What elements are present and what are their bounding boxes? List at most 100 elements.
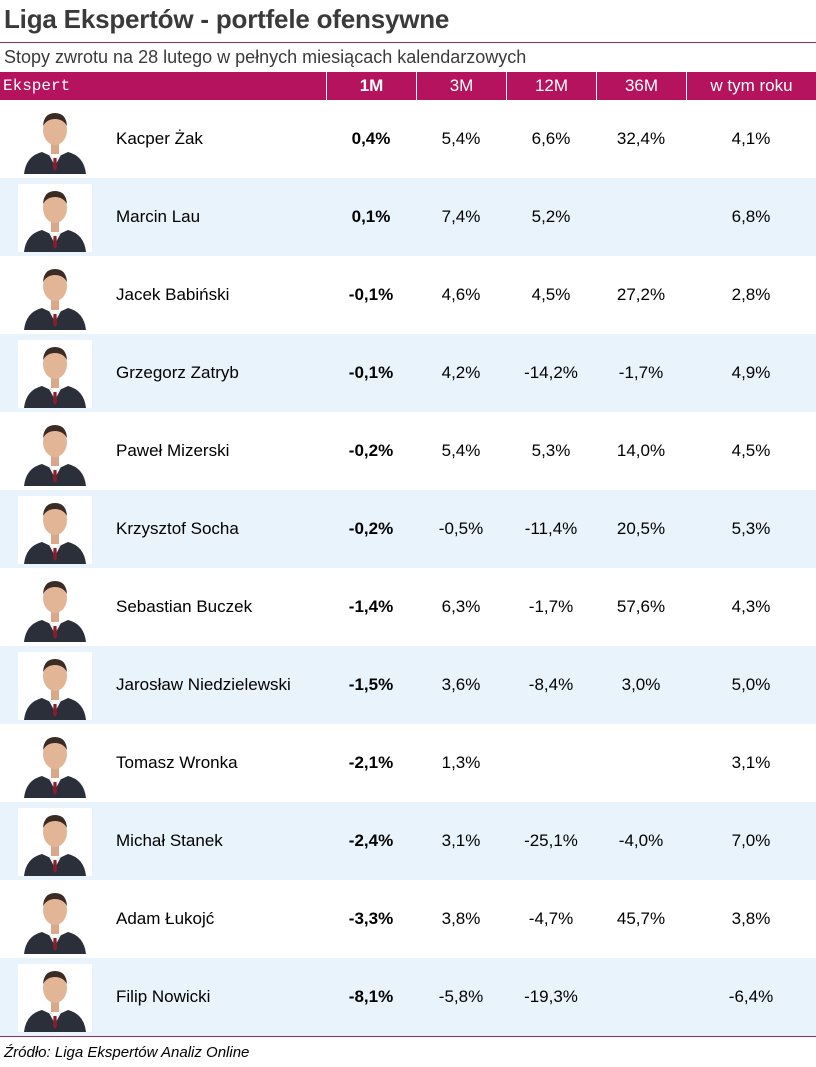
value-ytd: 4,5% (731, 441, 771, 460)
value-ytd: 3,8% (731, 909, 771, 928)
value-1m: -8,1% (348, 987, 394, 1006)
expert-name: Krzysztof Socha (116, 519, 239, 538)
value-ytd: 4,3% (731, 597, 771, 616)
value-36m: 45,7% (616, 909, 666, 928)
value-3m: 6,3% (441, 597, 481, 616)
value-1m: -0,1% (348, 285, 394, 304)
value-ytd: 5,0% (731, 675, 771, 694)
value-1m: -2,1% (348, 753, 394, 772)
portrait-icon (18, 808, 92, 876)
value-1m: 0,4% (351, 129, 391, 148)
expert-name: Tomasz Wronka (116, 753, 238, 772)
table-body: Kacper Żak 0,4% 5,4% 6,6% 32,4% 4,1% Mar… (0, 100, 816, 1036)
title-divider (0, 42, 816, 43)
table-row: Krzysztof Socha -0,2% -0,5% -11,4% 20,5%… (0, 490, 816, 568)
value-12m: -25,1% (524, 831, 578, 850)
value-3m: 5,4% (441, 129, 481, 148)
expert-name: Jarosław Niedzielewski (116, 675, 291, 694)
table-row: Jarosław Niedzielewski -1,5% 3,6% -8,4% … (0, 646, 816, 724)
portrait-icon (18, 340, 92, 408)
expert-name: Paweł Mizerski (116, 441, 230, 460)
header-36m: 36M (596, 72, 686, 100)
page-subtitle: Stopy zwrotu na 28 lutego w pełnych mies… (4, 47, 527, 67)
table-row: Jacek Babiński -0,1% 4,6% 4,5% 27,2% 2,8… (0, 256, 816, 334)
table-row: Grzegorz Zatryb -0,1% 4,2% -14,2% -1,7% … (0, 334, 816, 412)
value-12m: 5,2% (531, 207, 571, 226)
value-1m: -2,4% (348, 831, 394, 850)
header-expert: Ekspert (3, 77, 71, 95)
value-12m: -11,4% (524, 519, 578, 538)
header-ytd: w tym roku (686, 72, 816, 100)
value-1m: -1,5% (348, 675, 394, 694)
value-1m: -3,3% (348, 909, 394, 928)
value-36m: -4,0% (618, 831, 664, 850)
value-3m: 4,6% (441, 285, 481, 304)
value-ytd: 7,0% (731, 831, 771, 850)
value-3m: 3,1% (441, 831, 481, 850)
expert-name: Filip Nowicki (116, 987, 211, 1006)
value-36m: 20,5% (616, 519, 666, 538)
value-3m: 5,4% (441, 441, 481, 460)
expert-name: Marcin Lau (116, 207, 201, 226)
value-1m: 0,1% (351, 207, 391, 226)
value-36m: 32,4% (616, 129, 666, 148)
value-ytd: 2,8% (731, 285, 771, 304)
header-3m: 3M (416, 72, 506, 100)
portrait-icon (18, 262, 92, 330)
table-row: Marcin Lau 0,1% 7,4% 5,2% 6,8% (0, 178, 816, 256)
value-3m: 1,3% (441, 753, 481, 772)
table-header: Ekspert 1M 3M 12M 36M w tym roku (0, 72, 816, 100)
value-36m: 3,0% (621, 675, 661, 694)
value-ytd: 6,8% (731, 207, 771, 226)
value-ytd: 4,1% (731, 129, 771, 148)
value-36m: -1,7% (618, 363, 664, 382)
source-note: Źródło: Liga Ekspertów Analiz Online (4, 1044, 250, 1061)
portrait-icon (18, 964, 92, 1032)
value-3m: 3,6% (441, 675, 481, 694)
value-ytd: 3,1% (731, 753, 771, 772)
expert-name: Grzegorz Zatryb (116, 363, 239, 382)
table-row: Sebastian Buczek -1,4% 6,3% -1,7% 57,6% … (0, 568, 816, 646)
value-1m: -0,2% (348, 519, 394, 538)
value-3m: 4,2% (441, 363, 481, 382)
expert-name: Sebastian Buczek (116, 597, 253, 616)
value-ytd: -6,4% (728, 987, 774, 1006)
portrait-icon (18, 106, 92, 174)
portrait-icon (18, 886, 92, 954)
value-1m: -1,4% (348, 597, 394, 616)
table-row: Filip Nowicki -8,1% -5,8% -19,3% -6,4% (0, 958, 816, 1036)
portrait-icon (18, 496, 92, 564)
value-12m: 4,5% (531, 285, 571, 304)
value-3m: -5,8% (438, 987, 484, 1006)
value-1m: -0,1% (348, 363, 394, 382)
portrait-icon (18, 418, 92, 486)
table-row: Paweł Mizerski -0,2% 5,4% 5,3% 14,0% 4,5… (0, 412, 816, 490)
header-12m: 12M (506, 72, 596, 100)
expert-name: Adam Łukojć (116, 909, 215, 928)
value-12m: -19,3% (524, 987, 578, 1006)
expert-name: Michał Stanek (116, 831, 223, 850)
portrait-icon (18, 574, 92, 642)
header-1m: 1M (326, 72, 416, 100)
value-1m: -0,2% (348, 441, 394, 460)
value-3m: -0,5% (438, 519, 484, 538)
table-row: Kacper Żak 0,4% 5,4% 6,6% 32,4% 4,1% (0, 100, 816, 178)
expert-name: Jacek Babiński (116, 285, 230, 304)
table-row: Michał Stanek -2,4% 3,1% -25,1% -4,0% 7,… (0, 802, 816, 880)
expert-name: Kacper Żak (116, 129, 203, 148)
portrait-icon (18, 730, 92, 798)
table-row: Adam Łukojć -3,3% 3,8% -4,7% 45,7% 3,8% (0, 880, 816, 958)
value-12m: 6,6% (531, 129, 571, 148)
value-12m: 5,3% (531, 441, 571, 460)
bottom-divider (0, 1036, 816, 1037)
value-ytd: 4,9% (731, 363, 771, 382)
value-3m: 7,4% (441, 207, 481, 226)
value-12m: -4,7% (528, 909, 574, 928)
value-12m: -8,4% (528, 675, 574, 694)
portrait-icon (18, 652, 92, 720)
value-36m: 27,2% (616, 285, 666, 304)
value-36m: 57,6% (616, 597, 666, 616)
table-row: Tomasz Wronka -2,1% 1,3% 3,1% (0, 724, 816, 802)
value-ytd: 5,3% (731, 519, 771, 538)
portrait-icon (18, 184, 92, 252)
